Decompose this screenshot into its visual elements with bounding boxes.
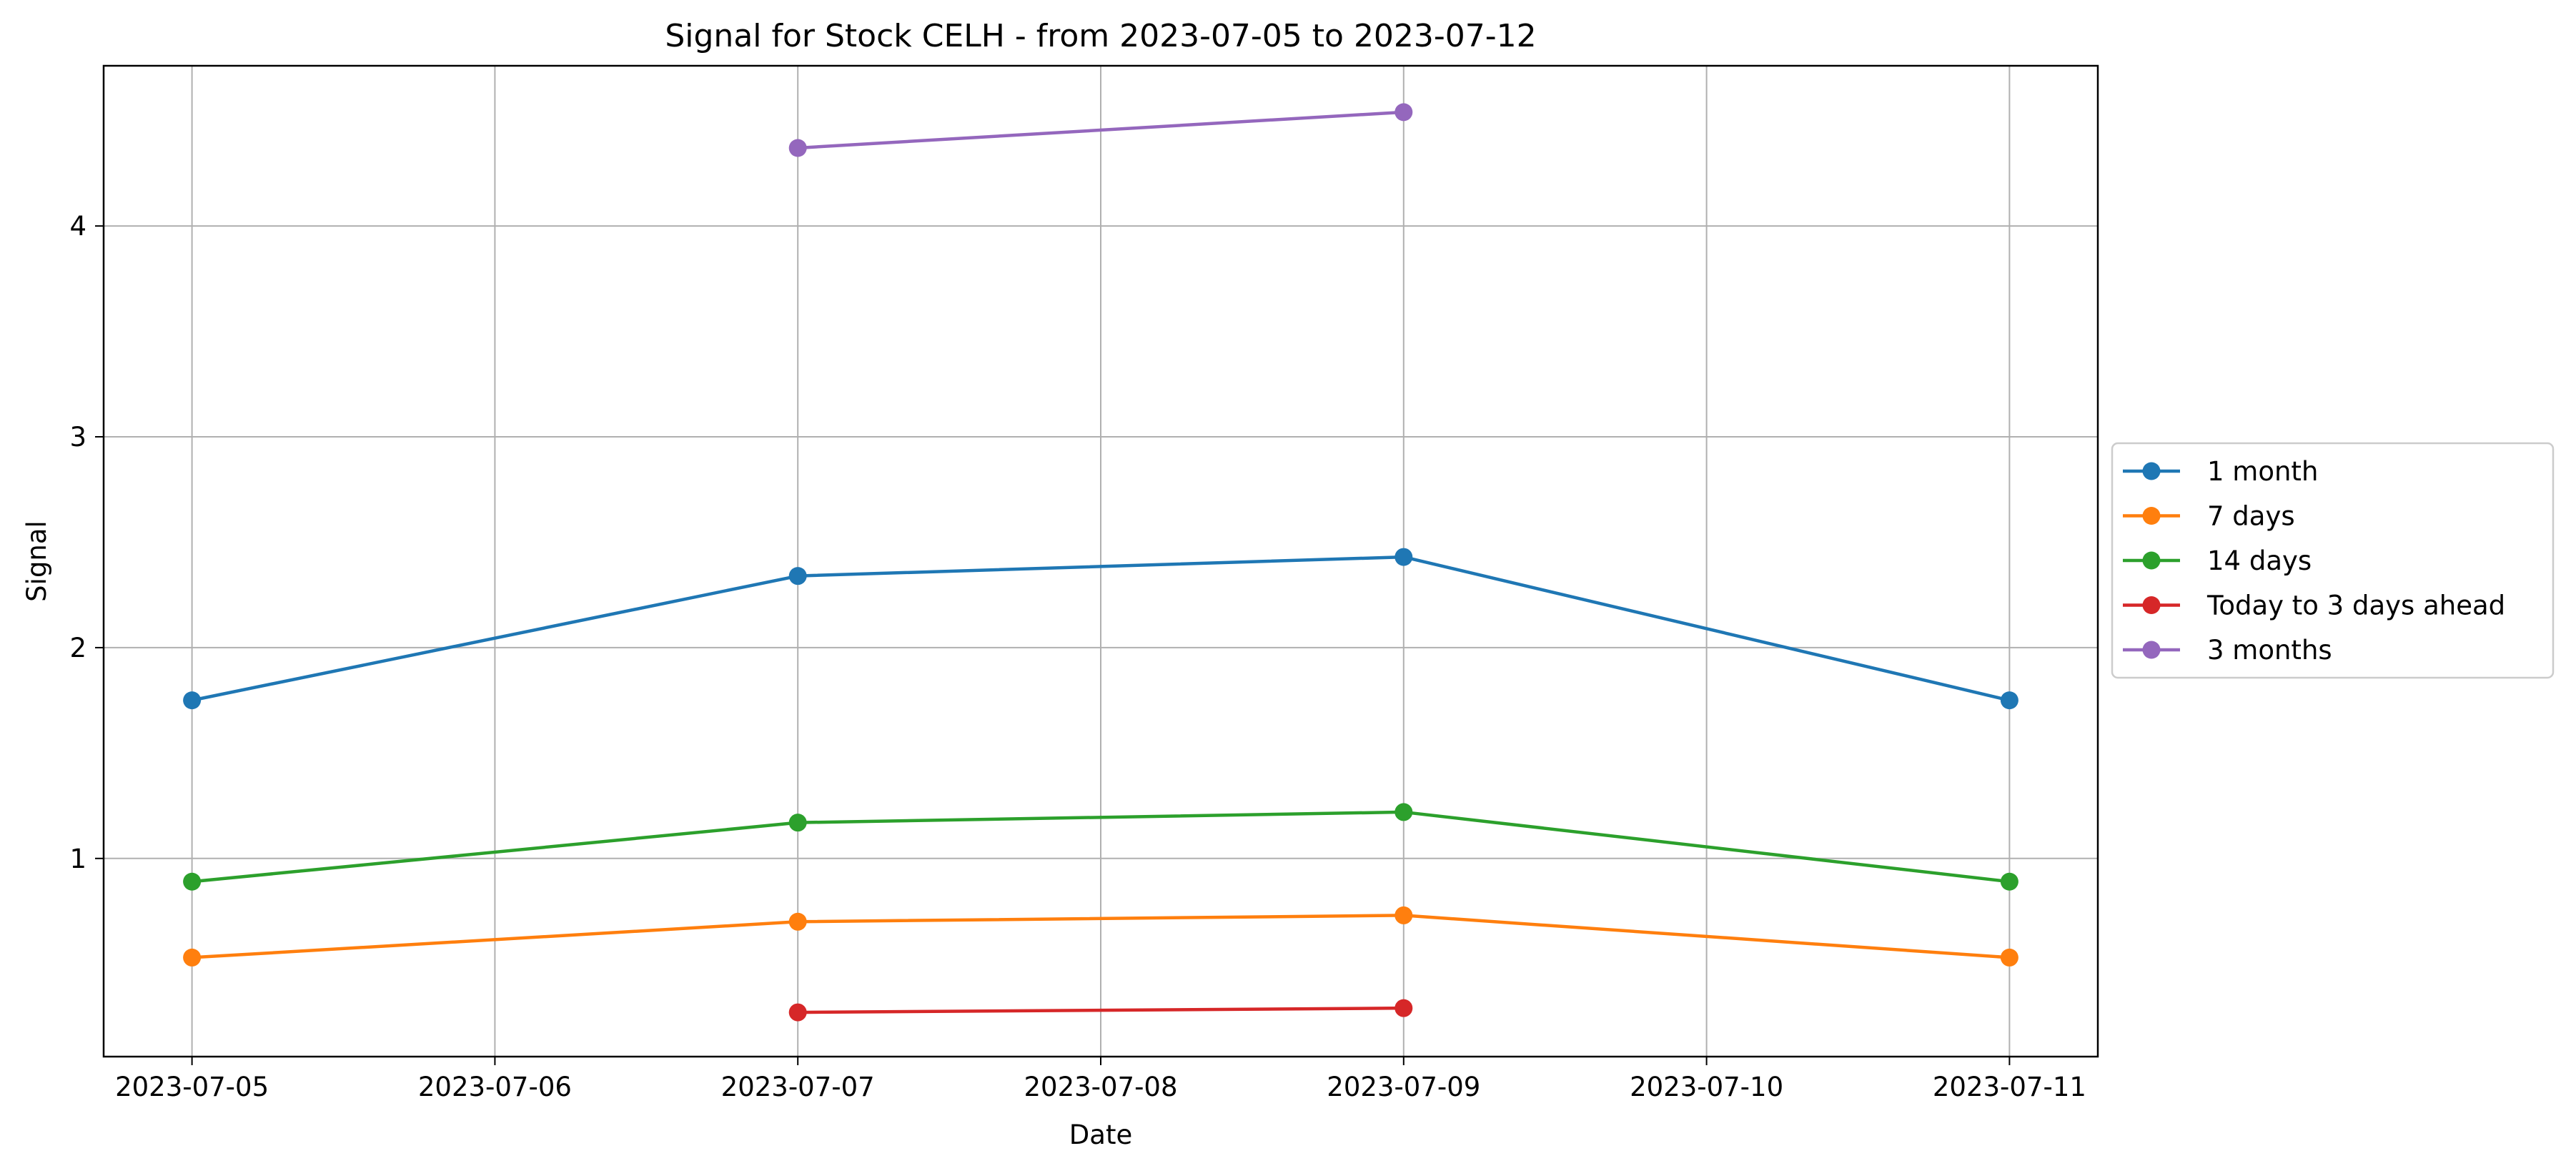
legend-label: 1 month <box>2207 456 2318 487</box>
legend-label: 7 days <box>2207 501 2295 532</box>
x-tick-label: 2023-07-09 <box>1327 1072 1480 1102</box>
data-point-1-month <box>1394 548 1413 566</box>
legend-item-14-days: 14 days <box>2123 545 2312 576</box>
data-point-today-to-3-days-ahead <box>788 1003 807 1022</box>
data-point-7-days <box>1394 906 1413 924</box>
data-point-14-days <box>2000 872 2018 891</box>
legend-label: 14 days <box>2207 545 2312 576</box>
y-axis-ticks: 1 2 3 4 <box>69 211 104 874</box>
y-axis-label: Signal <box>21 520 52 602</box>
x-axis-ticks: 2023-07-05 2023-07-06 2023-07-07 2023-07-08… <box>115 1057 2086 1102</box>
data-point-7-days <box>183 948 202 967</box>
series-line-today-to-3-days-ahead <box>798 1006 1404 1014</box>
x-tick-label: 2023-07-05 <box>115 1072 269 1102</box>
series-7-days <box>183 906 2018 967</box>
legend: 1 month 7 days 14 days Today to 3 days ahea… <box>2111 442 2555 679</box>
y-tick-label: 1 <box>69 844 86 874</box>
y-tick-label: 4 <box>69 211 86 242</box>
legend-label: Today to 3 days ahead <box>2206 591 2505 621</box>
y-tick-label: 2 <box>69 633 86 663</box>
legend-item-today-to-3-days-ahead: Today to 3 days ahead <box>2123 591 2505 621</box>
series-line-14-days <box>192 810 2010 884</box>
data-point-14-days <box>183 872 202 891</box>
y-tick-label: 3 <box>69 422 86 453</box>
data-point-14-days <box>788 814 807 832</box>
legend-swatch-marker <box>2142 596 2161 614</box>
data-point-7-days <box>2000 948 2018 967</box>
legend-label: 3 months <box>2207 635 2332 666</box>
data-point-14-days <box>1394 803 1413 821</box>
legend-swatch-marker <box>2142 462 2161 480</box>
data-point-3-months <box>1394 103 1413 122</box>
series-14-days <box>183 803 2018 891</box>
x-tick-label: 2023-07-06 <box>418 1072 572 1102</box>
legend-item-1-month: 1 month <box>2123 456 2318 487</box>
legend-item-7-days: 7 days <box>2123 501 2295 532</box>
x-tick-label: 2023-07-11 <box>1933 1072 2086 1102</box>
x-tick-label: 2023-07-07 <box>721 1072 875 1102</box>
x-axis-label: Date <box>1069 1120 1132 1150</box>
series-line-7-days <box>192 914 2010 959</box>
series-3-months <box>788 103 1413 157</box>
legend-swatch-marker <box>2142 507 2161 525</box>
data-point-1-month <box>788 567 807 586</box>
data-point-3-months <box>788 139 807 157</box>
series-lines <box>183 103 2018 1022</box>
series-line-3-months <box>798 110 1404 150</box>
chart-title: Signal for Stock CELH - from 2023-07-05 … <box>665 18 1536 54</box>
data-point-7-days <box>788 912 807 931</box>
legend-swatch-marker <box>2142 641 2161 659</box>
legend-swatch-marker <box>2142 551 2161 570</box>
series-line-1-month <box>192 555 2010 702</box>
legend-entries: 1 month 7 days 14 days Today to 3 days ahea… <box>2123 456 2505 666</box>
x-tick-label: 2023-07-08 <box>1024 1072 1177 1102</box>
data-point-1-month <box>2000 691 2018 710</box>
series-today-to-3-days-ahead <box>788 999 1413 1022</box>
legend-box <box>2111 442 2555 679</box>
legend-item-3-months: 3 months <box>2123 635 2332 666</box>
series-1-month <box>183 548 2018 710</box>
x-tick-label: 2023-07-10 <box>1630 1072 1783 1102</box>
data-point-1-month <box>183 691 202 710</box>
data-point-today-to-3-days-ahead <box>1394 999 1413 1017</box>
